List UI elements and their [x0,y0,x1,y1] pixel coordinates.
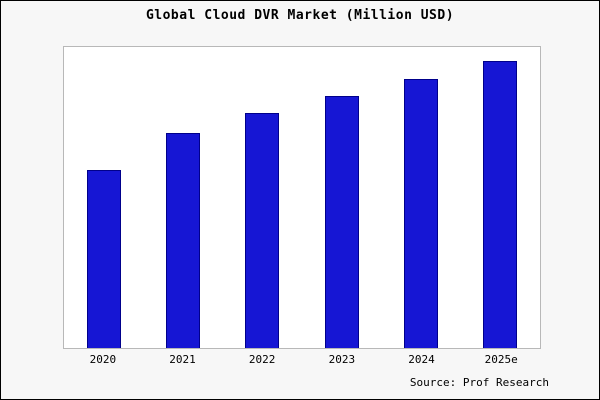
bar-2021 [165,133,200,348]
source-text: Source: Prof Research [409,376,549,389]
bar-slot-2025e [461,47,540,348]
x-tick-label-2024: 2024 [408,353,435,366]
bars-layer [64,47,540,348]
x-axis-labels: 2020 2021 2022 2023 2024 2025e [63,353,541,366]
bar-2023 [324,95,359,348]
bar-2024 [403,78,438,348]
bar-slot-2024 [381,47,460,348]
plot-area [63,46,541,349]
x-tick-label-2021: 2021 [169,353,196,366]
x-tick-label-2025e: 2025e [484,353,518,366]
x-tick-label-2020: 2020 [89,353,117,366]
x-tick-label-2022: 2022 [248,353,276,366]
chart-title: Global Cloud DVR Market (Million USD) [145,8,455,23]
x-tick-label-2023: 2023 [328,353,356,366]
bar-2020 [86,170,121,348]
bar-2025e [483,61,518,348]
bar-slot-2022 [223,47,302,348]
bar-slot-2021 [143,47,222,348]
bar-slot-2023 [302,47,381,348]
bar-slot-2020 [64,47,143,348]
bar-2022 [245,112,280,348]
